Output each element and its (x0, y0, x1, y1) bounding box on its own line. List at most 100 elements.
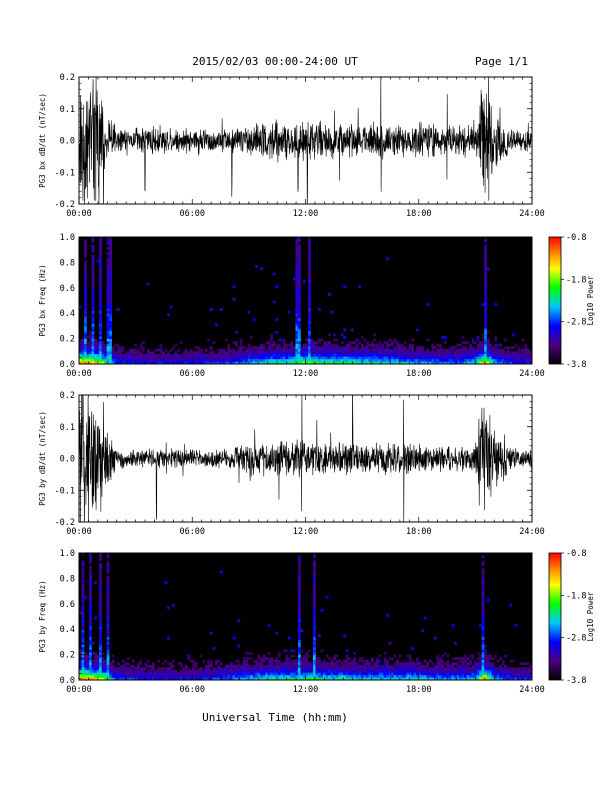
spectrogram-cell (308, 305, 311, 309)
spectrogram-cell (308, 325, 311, 329)
spectrogram-cell (489, 664, 493, 668)
spectrogram-cell (308, 664, 311, 668)
spectrogram-cell (194, 664, 198, 668)
spectrogram-cell (169, 353, 173, 357)
spectrogram-cell (295, 262, 299, 266)
spectrogram-cell (154, 669, 158, 673)
spectrogram-cell (365, 664, 369, 668)
spectrogram-cell (192, 358, 196, 362)
spectrogram-cell (428, 677, 432, 681)
spectrogram-cell (499, 677, 503, 681)
spectrogram-cell (297, 237, 301, 240)
spectrogram-cell (406, 356, 409, 360)
spectrogram-cell (313, 662, 316, 666)
spectrogram-cell (237, 358, 241, 362)
spectrogram-cell (267, 667, 271, 671)
spectrogram-cell (119, 667, 123, 671)
spectrogram-cell (282, 353, 286, 357)
spectrogram-cell (79, 346, 82, 350)
spectrogram-cell (340, 356, 344, 360)
spectrogram-cell (302, 358, 306, 362)
spectrogram-cell (494, 667, 498, 671)
spectrogram-cell (348, 664, 352, 668)
spectrogram-cell (297, 262, 301, 266)
spectrogram-cell (86, 654, 90, 658)
spectrogram-cell (154, 677, 158, 681)
spectrogram-cell (84, 652, 87, 655)
spectrogram-cell (207, 664, 211, 668)
spectrogram-cell (121, 669, 125, 673)
spectrogram-cell (257, 351, 261, 355)
x-tick-label: 18:00 (406, 369, 432, 379)
spectrogram-cell (99, 565, 102, 569)
spectrogram-cell (94, 343, 97, 347)
spectrogram-cell (235, 343, 238, 347)
spectrogram-cell (285, 662, 289, 666)
spectrogram-cell (350, 659, 354, 663)
spectrogram-cell (313, 341, 316, 344)
spectrogram-cell (461, 677, 465, 681)
spectrogram-cell (297, 295, 301, 299)
spectrogram-cell (257, 657, 261, 660)
spectrogram-cell (416, 353, 420, 357)
spectrogram-cell (134, 356, 138, 360)
spectrogram-cell (131, 677, 135, 681)
spectrogram-cell (494, 356, 498, 360)
spectrogram-cell (456, 662, 460, 666)
spectrogram-cell (194, 674, 198, 678)
spectrogram-cell (481, 659, 485, 663)
spectrogram-cell (287, 356, 291, 360)
spectrogram-cell (297, 351, 301, 355)
spectrogram-cell (350, 361, 354, 365)
spectrogram-cell (438, 672, 442, 676)
spectrogram-cell (89, 343, 92, 347)
spectrogram-cell (99, 313, 102, 317)
spectrogram-cell (481, 336, 485, 339)
spectrogram-cell (388, 358, 392, 362)
spectrogram-cell (521, 348, 525, 352)
spectrogram-cell (484, 282, 487, 286)
spectrogram-cell (290, 346, 294, 350)
spectrogram-cell (134, 351, 138, 355)
spectrogram-cell (212, 672, 216, 676)
spectrogram-cell (227, 346, 231, 350)
spectrogram-cell (285, 346, 289, 350)
spectrogram-cell (511, 333, 515, 337)
spectrogram-cell (310, 667, 314, 671)
spectrogram-cell (418, 353, 422, 357)
spectrogram-cell (335, 353, 339, 357)
spectrogram-cell (375, 677, 379, 681)
spectrogram-cell (416, 672, 420, 676)
spectrogram-cell (396, 662, 399, 666)
spectrogram-cell (363, 667, 367, 671)
spectrogram-cell (313, 608, 316, 612)
spectrogram-cell (350, 672, 354, 676)
spectrogram-cell (290, 662, 294, 666)
spectrogram-cell (79, 649, 82, 653)
spectrogram-cell (151, 356, 155, 360)
spectrogram-cell (476, 336, 480, 339)
spectrogram-cell (260, 677, 264, 681)
spectrogram-cell (297, 323, 301, 327)
spectrogram-cell (109, 300, 113, 304)
spectrogram-cell (89, 346, 92, 350)
spectrogram-cell (109, 308, 113, 311)
spectrogram-cell (313, 573, 316, 577)
spectrogram-cell (86, 361, 90, 365)
spectrogram-cell (305, 662, 309, 666)
spectrogram-cell (448, 353, 452, 357)
spectrogram-cell (418, 677, 422, 681)
spectrogram-cell (320, 669, 324, 673)
spectrogram-cell (164, 353, 168, 357)
spectrogram-cell (501, 667, 505, 671)
spectrogram-cell (325, 361, 329, 365)
spectrogram-cell (506, 669, 510, 673)
spectrogram-cell (373, 346, 377, 350)
spectrogram-cell (375, 348, 379, 352)
spectrogram-cell (89, 644, 92, 648)
spectrogram-cell (524, 356, 528, 360)
spectrogram-cell (270, 674, 274, 678)
spectrogram-cell (353, 351, 357, 355)
spectrogram-cell (94, 348, 97, 352)
